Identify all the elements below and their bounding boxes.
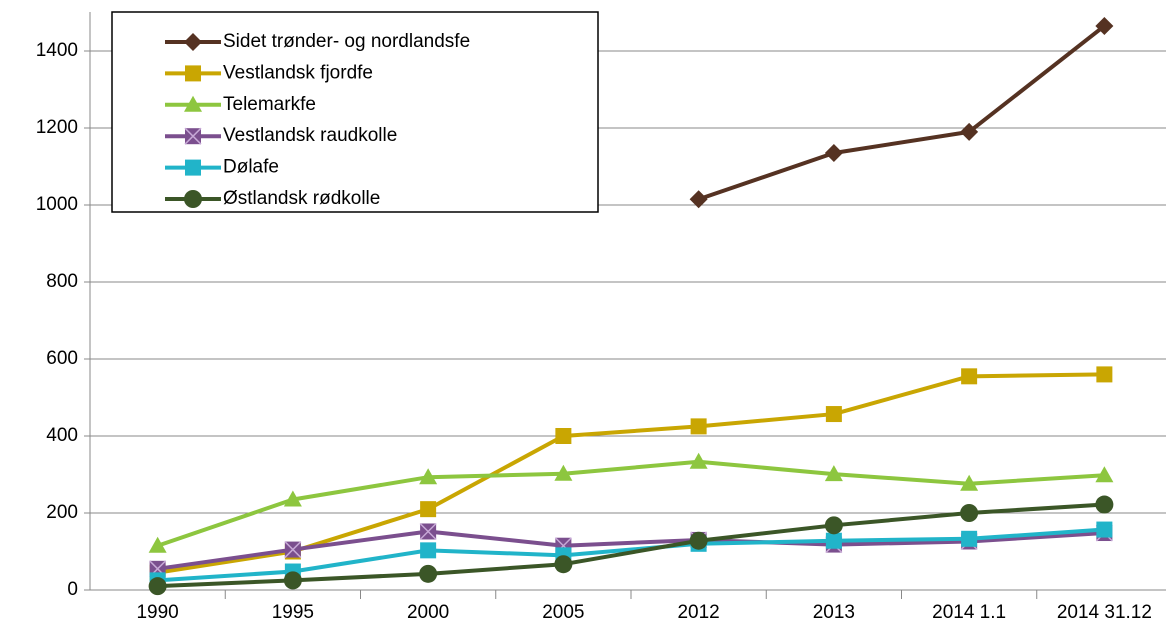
marker <box>420 501 437 518</box>
marker-body <box>1096 366 1113 383</box>
marker <box>283 571 302 590</box>
marker-cross <box>284 541 302 559</box>
marker <box>689 452 708 469</box>
marker <box>690 418 707 435</box>
x-tick-label: 2014 1.1 <box>932 602 1006 623</box>
marker <box>960 474 979 491</box>
marker-body <box>185 159 201 176</box>
marker <box>960 122 979 141</box>
marker <box>824 465 843 482</box>
y-tick-label: 400 <box>46 425 78 446</box>
legend-label: Telemarkfe <box>223 94 316 115</box>
marker <box>185 159 201 176</box>
marker-body <box>185 65 201 82</box>
marker <box>689 531 708 550</box>
x-tick-label: 2012 <box>677 602 719 623</box>
marker <box>184 33 202 51</box>
y-tick-label: 1400 <box>36 40 78 61</box>
marker <box>1095 466 1114 483</box>
y-tick-label: 600 <box>46 348 78 369</box>
x-tick-label: 1990 <box>136 602 178 623</box>
marker <box>1096 521 1113 538</box>
y-tick-label: 200 <box>46 502 78 523</box>
legend-label: Sidet trønder- og nordlandsfe <box>223 31 470 52</box>
marker <box>184 127 202 145</box>
marker <box>961 368 978 385</box>
marker <box>555 428 572 444</box>
legend-label: Vestlandsk raudkolle <box>223 125 397 146</box>
marker-body <box>420 501 437 518</box>
x-tick-label: 2005 <box>542 602 584 623</box>
marker <box>419 564 438 583</box>
marker <box>148 577 167 596</box>
x-tick-label: 2013 <box>813 602 855 623</box>
marker <box>1095 16 1114 35</box>
marker-body <box>825 532 842 549</box>
marker <box>185 65 201 82</box>
marker <box>825 532 842 549</box>
y-tick-label: 800 <box>46 271 78 292</box>
marker-body <box>961 530 978 547</box>
marker <box>825 406 842 423</box>
series-line <box>157 529 1105 571</box>
x-tick-label: 1995 <box>272 602 314 623</box>
marker <box>283 490 302 507</box>
marker-body <box>420 542 437 559</box>
series-line <box>157 527 1105 583</box>
series-line <box>697 24 1106 202</box>
y-tick-label: 0 <box>67 579 78 600</box>
series-line <box>156 459 1105 548</box>
marker <box>184 190 202 208</box>
marker-cross <box>419 522 437 541</box>
marker <box>1095 495 1114 514</box>
legend-label: Østlandsk rødkolle <box>223 188 380 209</box>
marker <box>824 144 843 163</box>
marker-body <box>555 428 572 444</box>
marker <box>961 530 978 547</box>
x-tick-label: 2000 <box>407 602 449 623</box>
marker-body <box>1096 521 1113 538</box>
marker <box>148 536 167 553</box>
y-tick-label: 1200 <box>36 117 78 138</box>
series-line <box>157 372 1105 575</box>
marker <box>284 541 302 559</box>
marker-body <box>690 418 707 435</box>
marker-body <box>961 368 978 385</box>
marker <box>419 468 438 485</box>
marker-body <box>825 406 842 423</box>
legend-label: Dølafe <box>223 157 279 178</box>
series-line <box>157 502 1105 589</box>
marker <box>554 464 573 481</box>
marker <box>1096 366 1113 383</box>
marker <box>419 522 437 541</box>
marker-cross <box>184 127 202 145</box>
marker <box>824 516 843 535</box>
marker <box>689 190 708 209</box>
legend-label: Vestlandsk fjordfe <box>223 62 373 83</box>
marker <box>554 555 573 574</box>
marker <box>420 542 437 559</box>
y-tick-label: 1000 <box>36 194 78 215</box>
marker <box>960 504 979 522</box>
x-tick-label: 2014 31.12 <box>1057 602 1152 623</box>
marker <box>184 95 202 112</box>
